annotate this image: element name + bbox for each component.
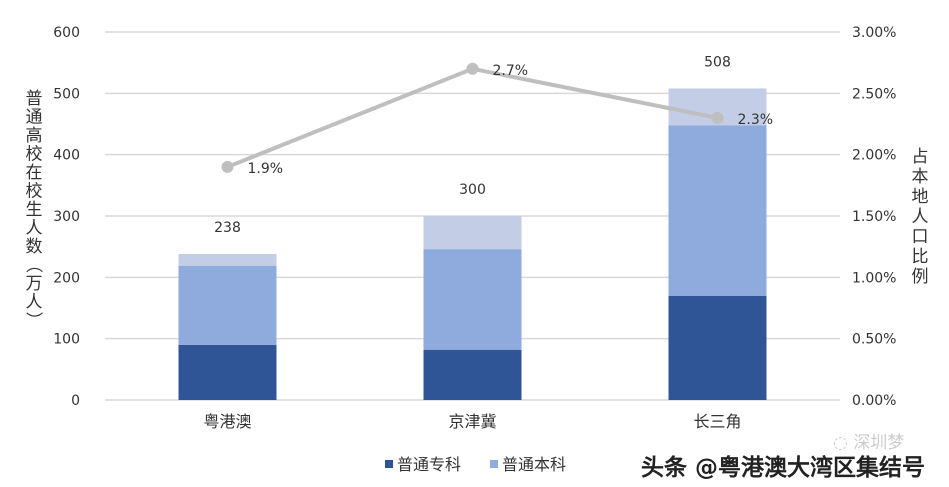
y-axis-title-char: 生 xyxy=(26,200,43,220)
x-tick-label: 粤港澳 xyxy=(203,412,251,431)
y2-tick-label: 1.50% xyxy=(852,209,896,225)
line-series xyxy=(226,66,718,169)
y-tick-label: 400 xyxy=(53,148,80,164)
y-tick-label: 300 xyxy=(53,209,80,225)
x-tick-label: 京津冀 xyxy=(448,412,496,431)
bar-segment xyxy=(178,344,277,400)
y-axis-title-char: 通 xyxy=(26,108,43,128)
y-axis-title-char: 校 xyxy=(26,145,43,165)
bar-segment xyxy=(423,349,522,400)
y2-axis-title-char: 本 xyxy=(912,167,929,187)
watermark-logo: ◌ 深圳梦 xyxy=(833,433,905,453)
bar-segment xyxy=(423,216,522,250)
total-label: 508 xyxy=(704,54,731,70)
y-axis-title-char: 人 xyxy=(26,293,43,313)
y2-tick-label: 0.50% xyxy=(852,332,896,348)
y2-tick-label: 0.00% xyxy=(852,393,896,409)
bar-segment xyxy=(178,265,277,345)
y-axis-title-char: 人 xyxy=(26,219,43,239)
y-tick-label: 100 xyxy=(53,332,80,348)
y-axis-title-char: 数 xyxy=(26,237,43,257)
y2-axis-title-char: 地 xyxy=(912,187,929,207)
bar-segment xyxy=(178,254,277,266)
y2-tick-label: 1.00% xyxy=(852,270,896,286)
legend-label: 普通本科 xyxy=(502,455,566,474)
y-axis-title-char: 普 xyxy=(26,89,43,109)
y2-axis-title-char: 口 xyxy=(912,227,929,247)
legend-swatch xyxy=(385,460,393,468)
bar-segment xyxy=(668,295,767,400)
y2-tick-label: 3.00% xyxy=(852,25,896,41)
y-axis-title-char: 高 xyxy=(26,126,43,146)
bar-segment xyxy=(423,249,522,350)
x-tick-label: 长三角 xyxy=(693,412,741,431)
y2-tick-label: 2.50% xyxy=(852,86,896,102)
y-tick-label: 500 xyxy=(53,86,80,102)
bar-segment xyxy=(668,125,767,296)
watermark-logo-text: 深圳梦 xyxy=(853,433,905,453)
y-tick-label: 0 xyxy=(71,393,80,409)
y-axis-title-char: 在 xyxy=(26,163,43,183)
y2-axis-title-char: 比 xyxy=(912,247,929,267)
line-point xyxy=(711,111,724,124)
line-data-label: 2.7% xyxy=(493,63,529,79)
line-point xyxy=(466,62,479,75)
y-axis-title-char: （ xyxy=(23,256,43,273)
y-tick-label: 200 xyxy=(53,270,80,286)
line-data-label: 1.9% xyxy=(248,161,284,177)
y2-axis-title-char: 例 xyxy=(912,267,929,287)
line-data-label: 2.3% xyxy=(738,112,774,128)
watermark-caption: 头条 @粤港澳大湾区集结号 xyxy=(641,455,926,481)
total-label: 238 xyxy=(214,220,241,236)
y-axis-title-char: 校 xyxy=(26,182,43,202)
line-point xyxy=(221,160,234,173)
legend-swatch xyxy=(490,460,498,468)
y-axis-title-char: ） xyxy=(23,312,43,329)
y-tick-label: 600 xyxy=(53,25,80,41)
total-label: 300 xyxy=(459,182,486,198)
y-axis-title-char: 万 xyxy=(26,274,43,294)
y2-axis-title-char: 占 xyxy=(912,147,929,167)
y2-axis-title-char: 人 xyxy=(912,207,929,227)
y2-tick-label: 2.00% xyxy=(852,148,896,164)
legend-label: 普通专科 xyxy=(397,455,461,474)
